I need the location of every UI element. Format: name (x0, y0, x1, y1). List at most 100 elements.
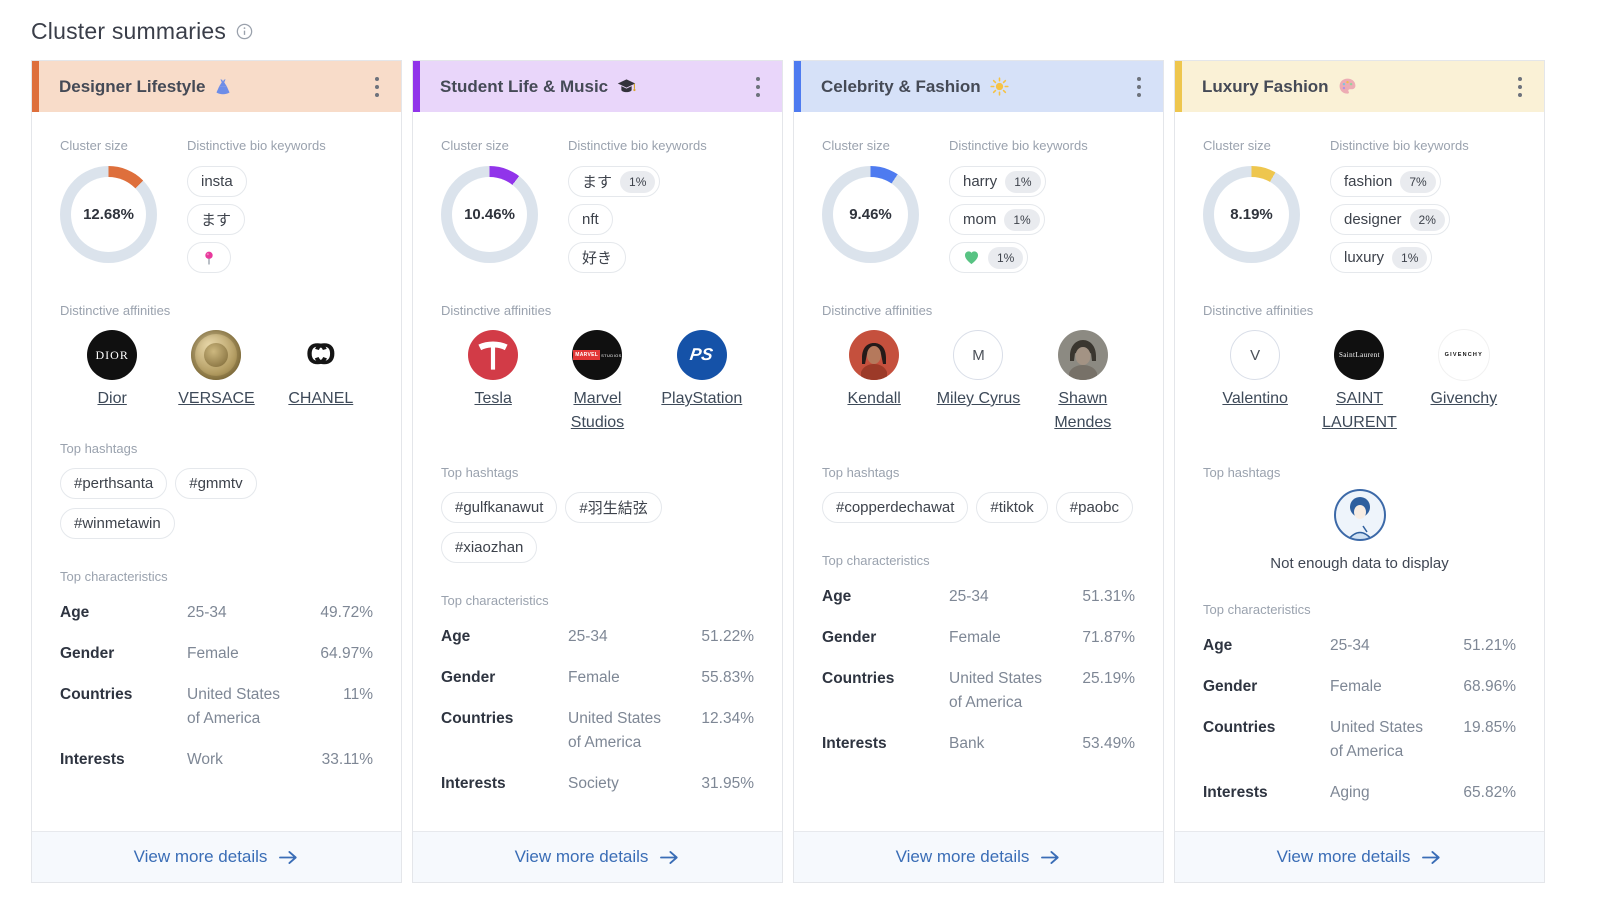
characteristic-row: Age 25-34 49.72% (60, 601, 373, 625)
hashtag-label: #perthsanta (74, 475, 154, 492)
kebab-menu-button[interactable] (1129, 71, 1149, 103)
affinity-link[interactable]: Valentino (1222, 390, 1288, 407)
hashtag-label: #winmetawin (74, 515, 161, 532)
view-more-details-link[interactable]: View more details (32, 831, 401, 882)
cluster-size-donut: 8.19% (1203, 166, 1300, 263)
affinity-link[interactable]: Kendall (847, 390, 901, 407)
tesla-logo (468, 330, 519, 380)
affinity-link[interactable]: SAINT LAURENT (1322, 390, 1397, 431)
hashtags-label: Top hashtags (441, 465, 519, 480)
sun-icon (990, 77, 1009, 96)
kebab-menu-button[interactable] (748, 71, 768, 103)
characteristic-name: Countries (822, 670, 895, 687)
saint-laurent-logo: SaintLaurent (1334, 330, 1385, 380)
characteristic-row: Interests Society 31.95% (441, 772, 754, 796)
bio-keyword-percent-badge: 1% (1005, 170, 1041, 193)
page-header: Cluster summaries (31, 16, 1600, 46)
characteristic-value: Aging (1330, 784, 1370, 801)
characteristic-row: Countries United States of America 19.85% (1203, 716, 1516, 764)
arrow-right-icon (278, 849, 299, 866)
no-data-illustration (1333, 488, 1387, 547)
affinity-link[interactable]: Marvel Studios (570, 390, 625, 431)
affinities-list: DIOR Dior VERSACE C C CHANEL (60, 330, 373, 411)
bio-keyword-label: ます (582, 174, 613, 191)
bio-keyword-pill: mom 1% (949, 204, 1045, 235)
kebab-menu-button[interactable] (1510, 71, 1530, 103)
no-data-block: Not enough data to display (1203, 488, 1516, 572)
bio-keywords-label: Distinctive bio keywords (1330, 138, 1469, 153)
chanel-c-left: C (306, 338, 328, 371)
bio-keyword-pill: harry 1% (949, 166, 1046, 197)
characteristic-name: Age (822, 588, 852, 605)
characteristic-percent: 53.49% (1082, 735, 1135, 752)
characteristics-label: Top characteristics (441, 593, 549, 608)
characteristic-value: Work (187, 751, 223, 768)
bio-keywords-section: Distinctive bio keywords ます 1% nft 好き (568, 138, 754, 273)
hashtags-list: #perthsanta #gmmtv #winmetawin (60, 468, 373, 539)
affinity-link[interactable]: Dior (97, 390, 127, 407)
affinities-list: Kendall M Miley Cyrus Shawn Mendes (822, 330, 1135, 435)
givenchy-logo-text: GIVENCHY (1444, 352, 1483, 358)
affinity-link[interactable]: Givenchy (1430, 390, 1498, 407)
hashtag-label: #gulfkanawut (455, 499, 544, 516)
marvel-logo-text: MARVEL (573, 350, 601, 360)
affinity-link[interactable]: Miley Cyrus (936, 390, 1021, 407)
affinity-link[interactable]: Shawn Mendes (1054, 390, 1112, 431)
characteristic-value: United States of America (187, 686, 281, 727)
cluster-size-donut: 12.68% (60, 166, 157, 263)
kebab-menu-button[interactable] (367, 71, 387, 103)
bio-keywords-label: Distinctive bio keywords (187, 138, 326, 153)
characteristic-percent: 49.72% (320, 604, 373, 621)
affinities-label: Distinctive affinities (441, 303, 552, 318)
cluster-size-value: 8.19% (1230, 206, 1273, 223)
marvel-logo-subtext: STUDIOS (601, 352, 622, 358)
donut-hole: 10.46% (452, 177, 527, 252)
characteristic-value: 25-34 (187, 604, 227, 621)
affinity-item: C C CHANEL (269, 330, 373, 411)
cluster-card: Designer Lifestyle Cluster size 12.68% Dist… (31, 60, 402, 883)
view-more-details-link[interactable]: View more details (794, 831, 1163, 882)
card-accent-bar (794, 61, 801, 112)
characteristic-name: Interests (1203, 784, 1268, 801)
affinity-link[interactable]: VERSACE (178, 390, 255, 407)
characteristic-row: Interests Bank 53.49% (822, 732, 1135, 756)
cluster-size-section: Cluster size 9.46% (822, 138, 949, 273)
characteristics-table: Age 25-34 49.72% Gender Female 64.97% Countrie… (60, 584, 373, 772)
bio-keywords-section: Distinctive bio keywords harry 1% mom 1% 1% (949, 138, 1135, 273)
characteristic-name: Countries (441, 710, 514, 727)
characteristic-percent: 65.82% (1463, 784, 1516, 801)
affinity-item: VERSACE (164, 330, 268, 411)
affinity-link[interactable]: CHANEL (288, 390, 354, 407)
bio-keywords-list: fashion 7% designer 2% luxury 1% (1330, 166, 1516, 273)
shawn-mendes-avatar (1057, 330, 1108, 380)
affinity-item: V Valentino (1203, 330, 1307, 435)
characteristic-value: United States of America (1330, 719, 1424, 760)
characteristic-row: Countries United States of America 25.19% (822, 667, 1135, 715)
card-body: Cluster size 9.46% Distinctive bio keyword… (794, 112, 1163, 831)
hashtag-pill: #gulfkanawut (441, 492, 558, 523)
characteristic-row: Countries United States of America 12.34% (441, 707, 754, 755)
view-more-details-link[interactable]: View more details (1175, 831, 1544, 882)
versace-medusa (204, 343, 229, 367)
no-data-message: Not enough data to display (1270, 555, 1449, 572)
affinity-link[interactable]: Tesla (474, 390, 512, 407)
characteristic-name: Interests (60, 751, 125, 768)
hashtag-pill: #copperdechawat (822, 492, 969, 523)
hashtag-label: #tiktok (990, 499, 1034, 516)
cluster-size-section: Cluster size 12.68% (60, 138, 187, 273)
affinity-link[interactable]: PlayStation (661, 390, 743, 407)
arrow-right-icon (1421, 849, 1442, 866)
saint-laurent-logo-text: SaintLaurent (1339, 351, 1380, 359)
characteristic-name: Countries (1203, 719, 1276, 736)
card-header: Student Life & Music (413, 61, 782, 112)
bio-keyword-pill: insta (187, 166, 247, 197)
cluster-card: Student Life & Music Cluster size 10.46% Di… (412, 60, 783, 883)
info-icon[interactable] (236, 23, 253, 40)
cluster-size-label: Cluster size (441, 138, 509, 153)
hashtags-label: Top hashtags (60, 441, 138, 456)
characteristic-percent: 25.19% (1082, 670, 1135, 687)
characteristic-row: Gender Female 71.87% (822, 626, 1135, 650)
card-accent-bar (32, 61, 39, 112)
view-more-details-link[interactable]: View more details (413, 831, 782, 882)
